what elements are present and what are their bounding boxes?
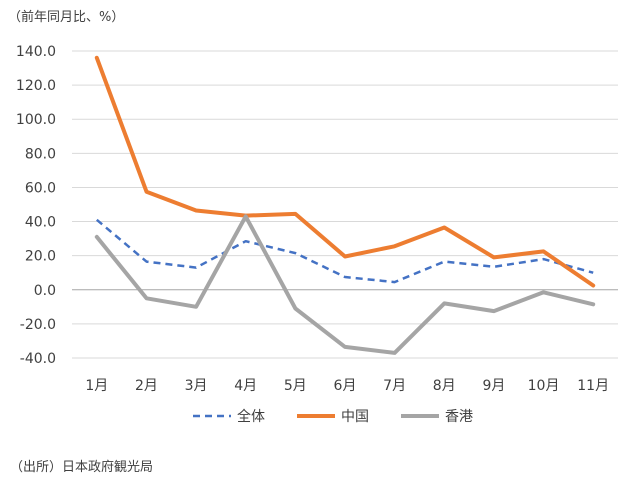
y-tick-label: 60.0 bbox=[25, 180, 56, 196]
y-tick-label: 80.0 bbox=[25, 146, 56, 162]
x-tick-label: 3月 bbox=[185, 378, 208, 394]
y-tick-label: 0.0 bbox=[34, 283, 56, 299]
series-line-1 bbox=[95, 218, 594, 284]
grid-lines bbox=[72, 50, 618, 359]
x-tick-label: 2月 bbox=[135, 378, 158, 394]
y-axis-unit-label: （前年同月比、%） bbox=[8, 10, 125, 25]
y-tick-label: -20.0 bbox=[20, 317, 56, 333]
x-tick-label: 5月 bbox=[284, 378, 307, 394]
x-tick-label: 4月 bbox=[234, 378, 257, 394]
x-tick-label: 10月 bbox=[528, 378, 560, 394]
legend: 全体 中国 香港 bbox=[193, 408, 473, 425]
series-line-3 bbox=[94, 214, 596, 355]
y-tick-label: 120.0 bbox=[16, 78, 56, 94]
legend-label-2: 中国 bbox=[341, 409, 369, 425]
y-tick-label: 140.0 bbox=[16, 44, 56, 60]
x-tick-label: 9月 bbox=[482, 378, 505, 394]
y-tick-label: 40.0 bbox=[25, 215, 56, 231]
y-tick-label: 20.0 bbox=[25, 249, 56, 265]
x-tick-label: 7月 bbox=[383, 378, 406, 394]
y-tick-label: -40.0 bbox=[20, 351, 56, 367]
x-tick-label: 6月 bbox=[334, 378, 357, 394]
x-tick-label: 8月 bbox=[433, 378, 456, 394]
x-tick-label: 11月 bbox=[577, 378, 609, 394]
legend-label-3: 香港 bbox=[445, 409, 473, 425]
series-line-2 bbox=[94, 55, 596, 288]
legend-label-1: 全体 bbox=[237, 408, 265, 425]
series-lines bbox=[94, 55, 596, 355]
x-tick-label: 1月 bbox=[85, 378, 108, 394]
y-tick-label: 100.0 bbox=[16, 112, 56, 128]
axes: -40.0 -20.0 0.0 20.0 40.0 60.0 80.0 100.0 120.0 1… bbox=[16, 44, 609, 394]
source-note: （出所）日本政府観光局 bbox=[10, 460, 154, 475]
